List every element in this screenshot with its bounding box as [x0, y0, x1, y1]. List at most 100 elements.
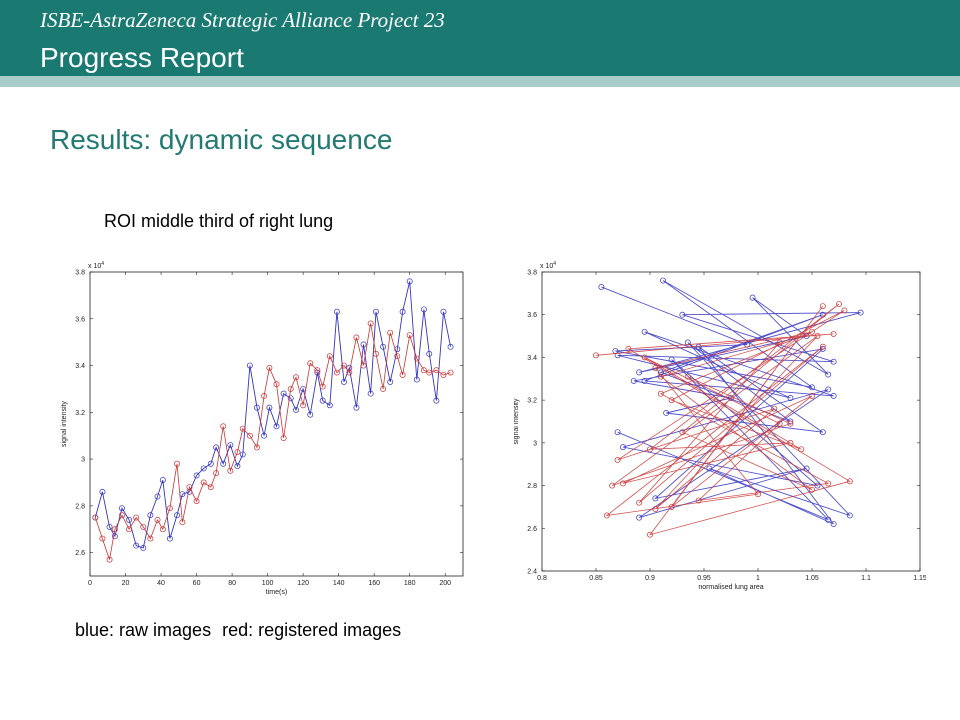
- y-tick-label: 3.8: [527, 270, 537, 277]
- raw-data-point: [287, 395, 294, 402]
- registered-data-point: [776, 339, 783, 346]
- y-tick-label: 2.8: [527, 483, 537, 490]
- raw-data-point: [293, 407, 299, 413]
- x-tick-label: 0.8: [537, 575, 547, 582]
- header-strip: [0, 76, 960, 87]
- raw-data-point: [679, 311, 686, 318]
- raw-data-point: [630, 377, 637, 384]
- registered-data-point: [341, 362, 347, 369]
- registered-data-point: [261, 392, 268, 399]
- raw-data-point: [140, 544, 147, 551]
- registered-data-point: [147, 535, 154, 542]
- registered-data-point: [399, 371, 406, 378]
- registered-data-point: [254, 444, 260, 451]
- registered-data-point: [652, 365, 659, 372]
- y-tick-label: 3.8: [75, 270, 85, 277]
- registered-data-point: [119, 512, 125, 519]
- x-tick-label: 0.95: [697, 575, 711, 582]
- raw-data-point: [126, 516, 133, 523]
- registered-data-point: [787, 439, 794, 446]
- registered-data-point: [841, 307, 848, 314]
- registered-data-point: [273, 381, 280, 388]
- registered-data-point: [641, 354, 648, 361]
- raw-data-point: [200, 465, 207, 472]
- registered-data-point: [239, 425, 246, 432]
- raw-data-point: [440, 308, 447, 315]
- raw-data-point: [234, 463, 241, 470]
- raw-data-point: [706, 465, 713, 472]
- registered-data-point: [353, 334, 360, 341]
- raw-data-point: [620, 444, 626, 451]
- raw-data-point: [825, 516, 832, 523]
- y-tick-label: 3.4: [527, 355, 537, 362]
- registered-data-point: [314, 367, 321, 374]
- registered-data-point: [679, 429, 686, 436]
- x-tick-label: 40: [157, 580, 165, 587]
- raw-data-point: [147, 512, 154, 519]
- registered-data-point: [300, 402, 307, 409]
- raw-data-point: [111, 533, 118, 540]
- x-tick-label: 0.85: [589, 575, 603, 582]
- raw-series-line: [94, 281, 452, 549]
- raw-data-point: [341, 378, 347, 385]
- registered-data-point: [809, 486, 815, 493]
- registered-data-point: [166, 505, 173, 512]
- registered-data-point: [307, 360, 314, 367]
- x-tick-label: 200: [439, 580, 451, 587]
- registered-data-point: [92, 514, 99, 521]
- raw-data-point: [803, 465, 810, 472]
- plot-frame: [541, 271, 921, 572]
- raw-data-point: [660, 277, 666, 284]
- registered-data-point: [684, 373, 691, 380]
- y-tick-label: 3.6: [527, 312, 537, 319]
- registered-data-point: [326, 353, 333, 360]
- raw-data-point: [641, 377, 648, 384]
- registered-data-point: [819, 343, 826, 350]
- registered-data-point: [207, 484, 214, 491]
- registered-data-point: [373, 350, 379, 357]
- raw-data-point: [154, 493, 161, 500]
- project-title: ISBE-AstraZeneca Strategic Alliance Proj…: [40, 8, 445, 32]
- raw-data-point: [749, 294, 756, 301]
- raw-data-point: [174, 512, 180, 519]
- registered-data-point: [346, 369, 353, 376]
- raw-data-point: [159, 477, 166, 484]
- raw-data-point: [663, 410, 670, 416]
- raw-data-point: [825, 386, 832, 393]
- registered-data-point: [179, 519, 186, 526]
- registered-data-point: [154, 516, 161, 523]
- registered-data-point: [133, 514, 140, 521]
- raw-data-point: [353, 404, 360, 411]
- x-tick-label: 100: [262, 580, 274, 587]
- x-tick-label: 1.05: [805, 575, 819, 582]
- y-tick-label: 3.6: [75, 316, 85, 323]
- raw-data-point: [254, 404, 260, 411]
- x-tick-label: 60: [193, 580, 201, 587]
- registered-data-point: [657, 373, 664, 380]
- registered-data-point: [814, 333, 821, 340]
- raw-data-point: [380, 343, 387, 350]
- y-tick-label: 2.6: [75, 550, 85, 557]
- registered-data-point: [647, 531, 653, 538]
- raw-data-point: [133, 542, 140, 549]
- raw-data-point: [119, 505, 125, 512]
- raw-data-point: [857, 309, 864, 316]
- raw-data-point: [825, 371, 832, 378]
- raw-data-point: [830, 358, 837, 365]
- raw-data-point: [166, 535, 173, 542]
- raw-data-point: [641, 328, 648, 335]
- x-axis-label: time(s): [266, 589, 287, 596]
- raw-data-point: [273, 423, 280, 430]
- lung-area-chart: 0.8 0.85 0.9 0.95 1 1.05 1.1 1.15 2.4 2.6 2.8 3 3.2 3…: [514, 261, 926, 591]
- registered-data-point: [593, 352, 599, 359]
- registered-data-point: [657, 390, 664, 397]
- registered-data-point: [213, 470, 220, 477]
- x-tick-label: 80: [228, 580, 236, 587]
- registered-data-point: [111, 526, 118, 533]
- raw-data-point: [399, 308, 406, 315]
- caption-registered: red: registered images: [222, 620, 402, 640]
- raw-data-point: [447, 343, 454, 350]
- x-tick-label: 120: [297, 580, 309, 587]
- raw-data-point: [213, 444, 220, 451]
- x-tick-label: 20: [122, 580, 130, 587]
